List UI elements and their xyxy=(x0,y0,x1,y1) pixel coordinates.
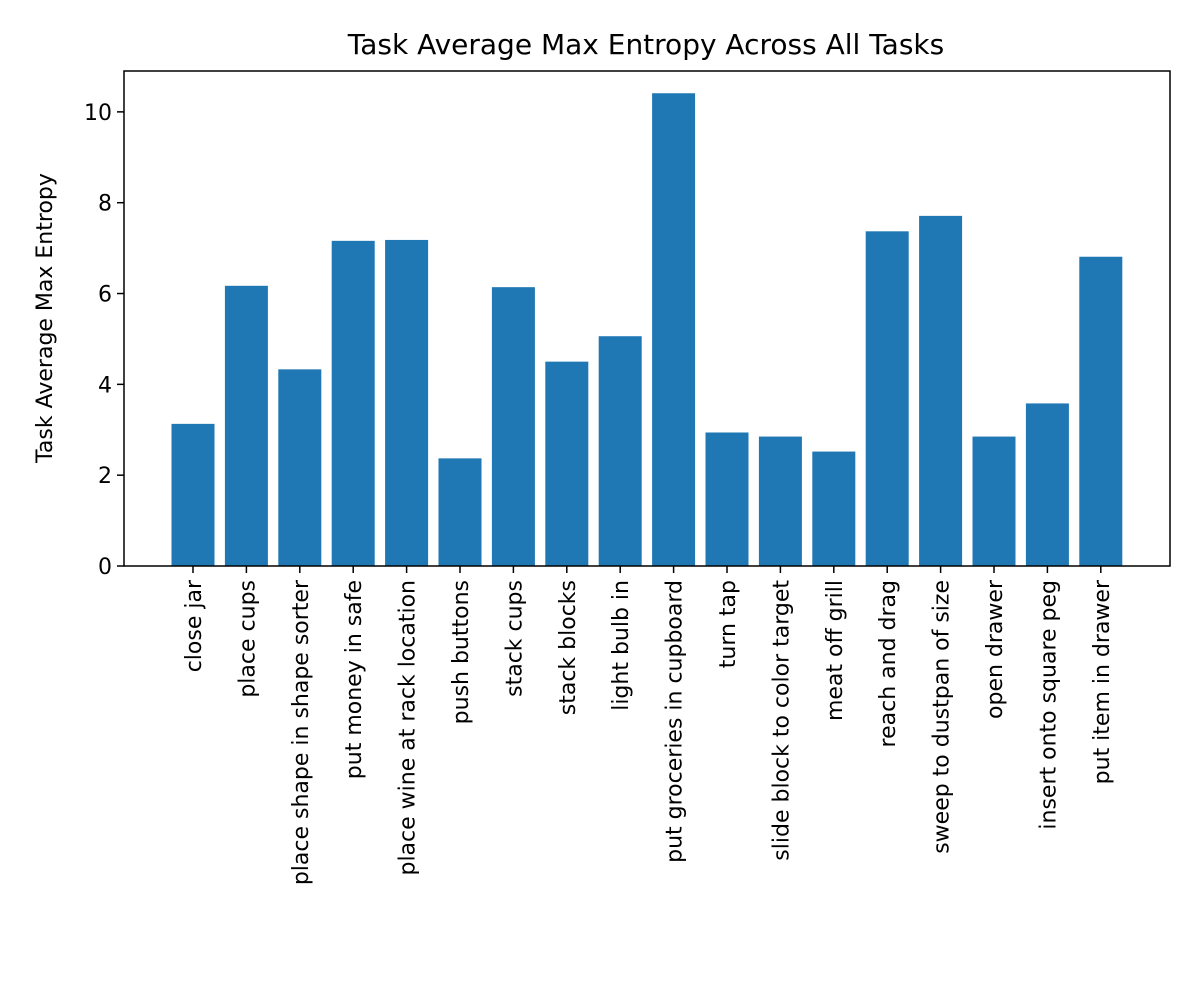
x-tick-label-12: meat off grill xyxy=(823,580,848,721)
x-tick-label-4: place wine at rack location xyxy=(396,580,421,876)
x-tick-label-2: place shape in shape sorter xyxy=(289,579,314,885)
bar-12 xyxy=(812,451,856,566)
y-tick-label-4: 8 xyxy=(98,192,112,217)
x-tick-label-3: put money in safe xyxy=(342,580,367,779)
bar-3 xyxy=(331,240,375,566)
bar-8 xyxy=(598,336,642,566)
bar-2 xyxy=(278,369,322,566)
y-axis-label: Task Average Max Entropy xyxy=(33,173,58,464)
y-axis-ticks: 0 2 4 6 8 10 xyxy=(84,101,124,580)
x-tick-label-8: light bulb in xyxy=(609,580,634,711)
bar-13 xyxy=(865,231,909,566)
plot-frame xyxy=(123,70,1171,567)
bar-15 xyxy=(972,436,1016,566)
x-tick-label-5: push buttons xyxy=(449,580,474,724)
x-tick-label-9: put groceries in cupboard xyxy=(663,580,688,863)
x-tick-label-7: stack blocks xyxy=(556,580,581,715)
chart-title: Task Average Max Entropy Across All Task… xyxy=(347,28,944,61)
y-tick-label-5: 10 xyxy=(84,101,112,126)
bar-9 xyxy=(652,93,696,566)
x-tick-label-11: slide block to color target xyxy=(769,580,794,861)
bar-11 xyxy=(758,436,802,566)
x-tick-label-13: reach and drag xyxy=(876,580,901,747)
bar-1 xyxy=(224,285,268,566)
bar-14 xyxy=(919,215,963,566)
bar-16 xyxy=(1025,403,1069,566)
x-tick-label-1: place cups xyxy=(235,580,260,698)
bar-10 xyxy=(705,432,749,566)
x-tick-label-17: put item in drawer xyxy=(1090,579,1115,784)
y-tick-label-3: 6 xyxy=(98,283,112,308)
x-tick-label-15: open drawer xyxy=(983,579,1008,719)
bar-6 xyxy=(491,287,535,566)
bar-7 xyxy=(545,361,589,566)
y-tick-label-2: 4 xyxy=(98,373,112,398)
x-tick-label-16: insert onto square peg xyxy=(1036,580,1061,830)
y-tick-label-1: 2 xyxy=(98,464,112,489)
bar-17 xyxy=(1079,256,1123,566)
x-tick-label-14: sweep to dustpan of size xyxy=(930,580,955,854)
bar-5 xyxy=(438,458,482,566)
x-tick-label-10: turn tap xyxy=(716,580,741,668)
x-axis-ticks: close jar place cups place shape in shape … xyxy=(182,566,1115,885)
bar-4 xyxy=(385,239,429,566)
y-tick-label-0: 0 xyxy=(98,555,112,580)
bars-group xyxy=(171,93,1123,566)
x-tick-label-6: stack cups xyxy=(502,580,527,697)
x-tick-label-0: close jar xyxy=(182,579,207,672)
bar-0 xyxy=(171,423,215,566)
